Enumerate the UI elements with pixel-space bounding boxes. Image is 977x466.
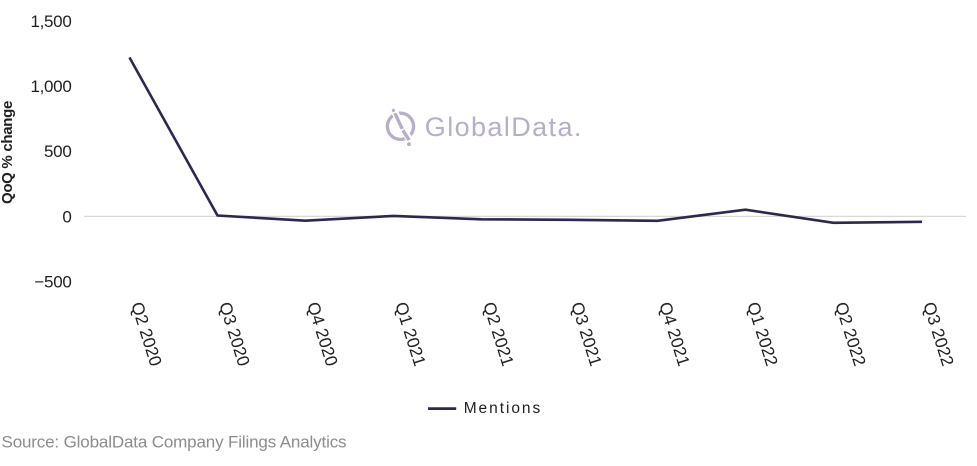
svg-text:0: 0 (62, 207, 71, 226)
svg-text:Q2 2021: Q2 2021 (479, 299, 518, 368)
svg-text:Q1 2021: Q1 2021 (391, 299, 430, 368)
svg-text:Q3 2022: Q3 2022 (919, 299, 958, 368)
svg-text:Mentions: Mentions (464, 400, 543, 417)
svg-text:Q3 2020: Q3 2020 (215, 299, 254, 368)
svg-text:Q3 2021: Q3 2021 (567, 299, 606, 368)
svg-text:1,500: 1,500 (30, 12, 71, 31)
svg-text:Source: GlobalData Company Fil: Source: GlobalData Company Filings Analy… (2, 432, 347, 451)
svg-text:GlobalData.: GlobalData. (425, 112, 583, 142)
svg-text:Q2 2022: Q2 2022 (831, 299, 870, 368)
svg-text:500: 500 (44, 142, 71, 161)
svg-text:1,000: 1,000 (30, 77, 71, 96)
svg-text:QoQ % change: QoQ % change (0, 101, 16, 204)
svg-text:Q4 2021: Q4 2021 (655, 299, 694, 368)
svg-text:−500: −500 (34, 272, 71, 291)
svg-text:Q4 2020: Q4 2020 (303, 299, 342, 368)
svg-text:Q2 2020: Q2 2020 (127, 299, 166, 368)
svg-text:Q1 2022: Q1 2022 (743, 299, 782, 368)
